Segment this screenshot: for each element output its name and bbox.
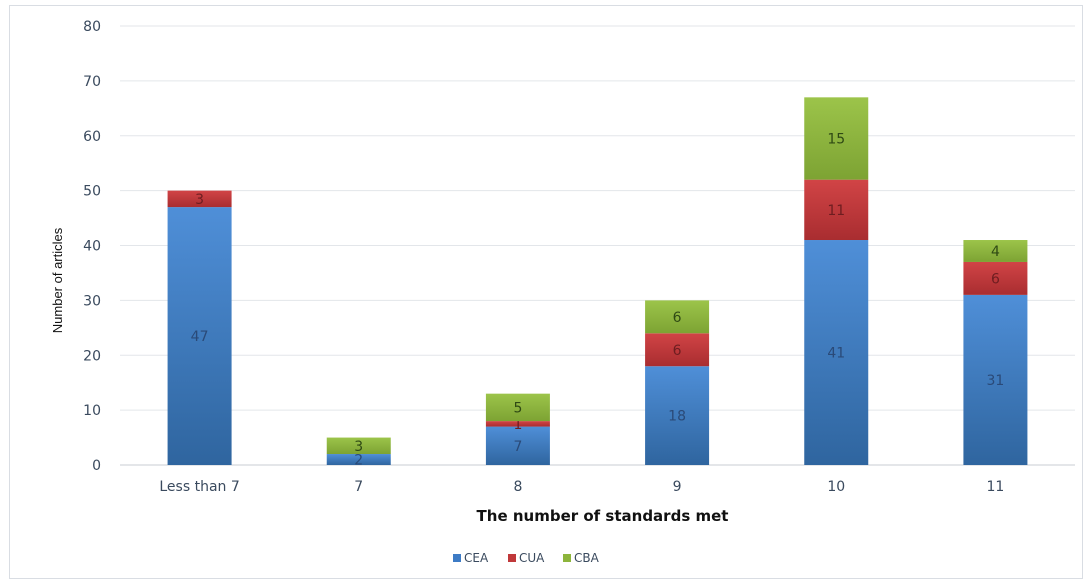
y-tick-label: 30 <box>83 293 101 309</box>
bar-segment-cba <box>326 437 391 455</box>
bar-segment-cua <box>963 261 1028 295</box>
data-label: 7 <box>513 439 522 455</box>
data-label: 2 <box>354 453 363 469</box>
data-label: 41 <box>827 346 845 362</box>
data-label: 18 <box>668 409 686 425</box>
bar-segment-cea <box>963 294 1028 465</box>
x-axis-ticks: Less than 7 7 8 9 10 11 <box>159 479 1004 495</box>
legend: CEA CUA CBA <box>453 551 600 565</box>
y-tick-label: 80 <box>83 19 101 35</box>
data-label: 47 <box>191 329 209 345</box>
x-tick-label: 9 <box>673 479 682 495</box>
data-label: 5 <box>513 400 522 416</box>
y-axis-title: Number of articles <box>50 227 65 333</box>
y-tick-label: 0 <box>92 458 101 474</box>
legend-label-cua: CUA <box>519 551 545 565</box>
x-tick-label: Less than 7 <box>159 479 239 495</box>
legend-swatch-cea <box>453 554 461 562</box>
x-tick-label: 7 <box>354 479 363 495</box>
data-label: 6 <box>673 310 682 326</box>
y-tick-label: 50 <box>83 184 101 200</box>
data-label: 4 <box>991 244 1000 260</box>
data-label: 6 <box>673 343 682 359</box>
y-tick-label: 60 <box>83 129 101 145</box>
bar-segment-cua <box>485 421 550 427</box>
legend-label-cea: CEA <box>464 551 489 565</box>
bar-segment-cua <box>804 179 869 241</box>
y-tick-label: 40 <box>83 239 101 255</box>
bar-segment-cba <box>485 393 550 422</box>
legend-swatch-cua <box>508 554 516 562</box>
legend-label-cba: CBA <box>574 551 600 565</box>
data-label: 6 <box>991 271 1000 287</box>
bar-segment-cba <box>804 97 869 180</box>
bar-segment-cea <box>804 240 869 465</box>
bar-segment-cba <box>963 240 1028 262</box>
data-label: 1 <box>513 417 522 433</box>
y-tick-label: 20 <box>83 348 101 364</box>
x-tick-label: 8 <box>513 479 522 495</box>
data-label: 3 <box>195 192 204 208</box>
data-label: 11 <box>827 203 845 219</box>
bar-segment-cea <box>167 207 232 465</box>
y-axis-ticks: 0 10 20 30 40 50 60 70 80 <box>83 19 101 474</box>
bar-segment-cea <box>645 366 710 465</box>
x-tick-label: 10 <box>827 479 845 495</box>
x-tick-label: 11 <box>987 479 1005 495</box>
bar-segment-cea <box>485 426 550 465</box>
bar-segment-cua <box>167 190 232 208</box>
data-label: 3 <box>354 439 363 455</box>
bar-segment-cua <box>645 333 710 367</box>
legend-swatch-cba <box>563 554 571 562</box>
data-label: 15 <box>827 131 845 147</box>
gridlines <box>120 25 1075 466</box>
bar-segment-cea <box>326 454 391 465</box>
y-tick-label: 10 <box>83 403 101 419</box>
bar-segment-cba <box>645 300 710 334</box>
data-label: 31 <box>987 373 1005 389</box>
x-axis-title: The number of standards met <box>477 507 729 525</box>
y-tick-label: 70 <box>83 74 101 90</box>
